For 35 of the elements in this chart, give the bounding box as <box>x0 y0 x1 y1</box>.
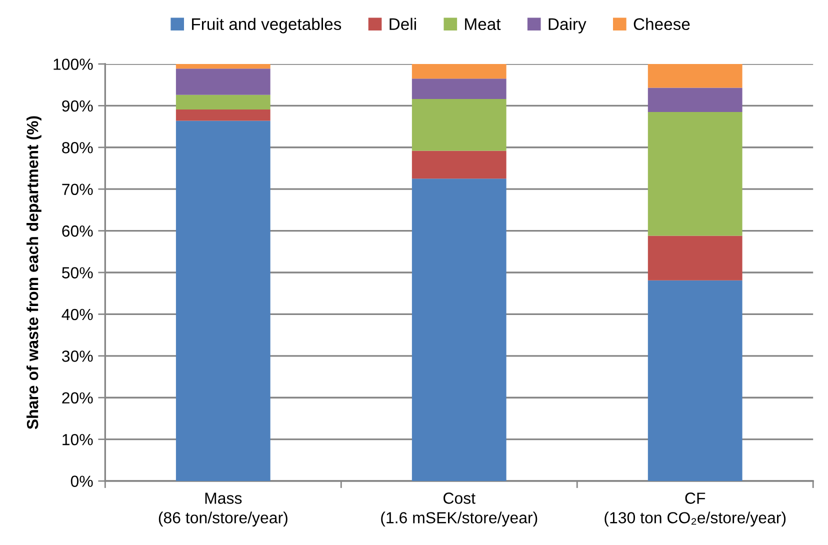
y-tick-label: 20% <box>62 392 93 404</box>
x-tick-label: Cost (1.6 mSEK/store/year) <box>381 492 538 527</box>
y-axis-title: Share of waste from each department (%) <box>26 116 42 430</box>
legend-label: Meat <box>465 18 501 30</box>
bar <box>412 64 506 79</box>
legend-label: Fruit and vegetables <box>192 18 342 34</box>
bar <box>648 236 742 280</box>
bar <box>176 68 270 95</box>
bar <box>412 178 506 482</box>
bar <box>648 112 742 236</box>
bar <box>412 99 506 151</box>
legend-label: Deli <box>390 18 416 30</box>
bar <box>648 88 742 112</box>
bar <box>412 78 506 100</box>
y-tick-label: 10% <box>62 434 93 446</box>
bar <box>176 120 270 482</box>
bar <box>176 94 270 110</box>
legend-label: Cheese <box>634 18 690 30</box>
y-tick-label: 70% <box>62 184 93 196</box>
y-tick-label: 40% <box>62 308 93 320</box>
legend-label: Dairy <box>548 18 586 34</box>
y-tick-label: 80% <box>62 142 93 154</box>
bar <box>648 280 742 482</box>
y-tick-label: 90% <box>62 100 93 112</box>
y-tick-label: 30% <box>62 350 93 362</box>
y-tick-label: 100% <box>54 58 93 70</box>
bar <box>176 109 270 121</box>
y-tick-label: 50% <box>62 267 93 278</box>
y-tick-label: 0% <box>70 476 93 487</box>
bar <box>412 150 506 179</box>
x-tick-label: Mass (86 ton/store/year) <box>158 492 288 527</box>
bar <box>176 64 270 69</box>
y-tick-label: 60% <box>62 225 93 237</box>
x-tick-label: CF (130 ton CO₂e/store/year) <box>604 492 786 527</box>
bar <box>648 64 742 88</box>
